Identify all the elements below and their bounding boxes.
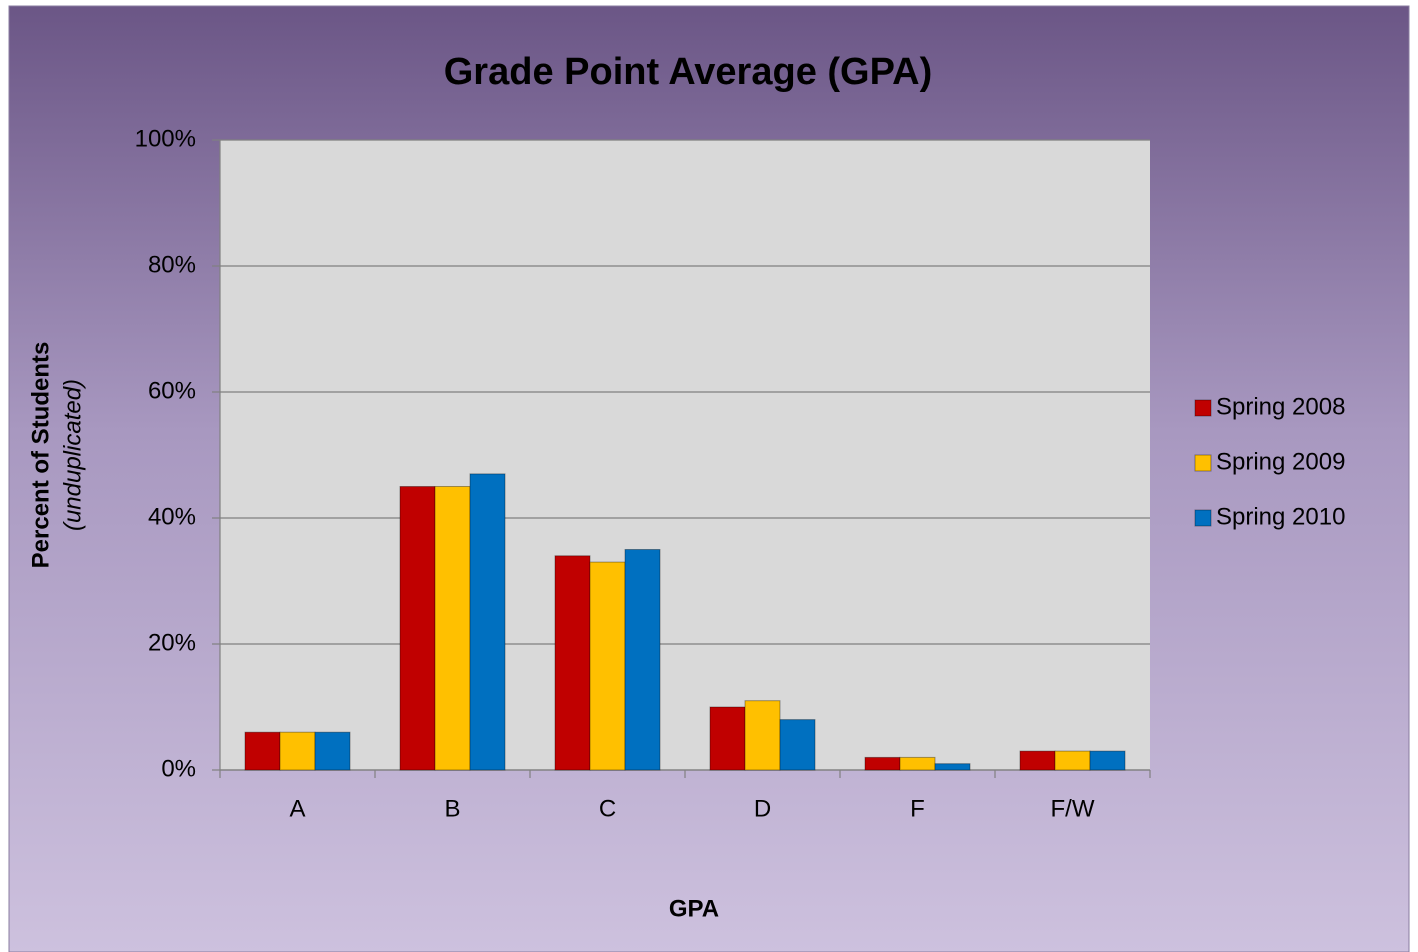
bar: [279, 731, 316, 771]
bar: [469, 473, 506, 771]
bar: [554, 555, 591, 771]
bar: [244, 731, 281, 771]
bar: [709, 706, 746, 771]
y-tick-label: 20%: [148, 629, 196, 656]
bar: [589, 561, 626, 771]
legend-swatch: [1194, 399, 1212, 417]
bar: [1054, 750, 1091, 771]
bar: [624, 549, 661, 771]
chart-title: Grade Point Average (GPA): [444, 51, 932, 93]
bar: [744, 700, 781, 771]
bar: [1019, 750, 1056, 771]
bar: [314, 731, 351, 771]
legend-swatch: [1194, 454, 1212, 472]
legend-label: Spring 2010: [1216, 503, 1345, 530]
bar: [434, 486, 471, 771]
y-tick-label: 60%: [148, 377, 196, 404]
y-axis-label-note: (unduplicated): [59, 379, 86, 531]
y-tick-label: 100%: [135, 125, 196, 152]
x-axis-label: GPA: [669, 895, 719, 922]
bar: [864, 756, 901, 771]
x-tick-label: F/W: [1051, 795, 1095, 822]
x-tick-label: B: [444, 795, 460, 822]
bar: [399, 486, 436, 771]
legend-swatch: [1194, 509, 1212, 527]
y-tick-label: 40%: [148, 503, 196, 530]
legend-label: Spring 2009: [1216, 448, 1345, 475]
y-axis-label: Percent of Students: [27, 342, 54, 569]
x-tick-label: F: [910, 795, 925, 822]
x-tick-label: C: [599, 795, 616, 822]
bar: [779, 719, 816, 771]
bar: [934, 763, 971, 771]
legend-label: Spring 2008: [1216, 393, 1345, 420]
x-tick-label: D: [754, 795, 771, 822]
bar: [899, 756, 936, 771]
bar: [1089, 750, 1126, 771]
y-tick-label: 80%: [148, 251, 196, 278]
y-tick-label: 0%: [161, 755, 196, 782]
x-tick-label: A: [289, 795, 305, 822]
plot-area: [220, 140, 1150, 770]
